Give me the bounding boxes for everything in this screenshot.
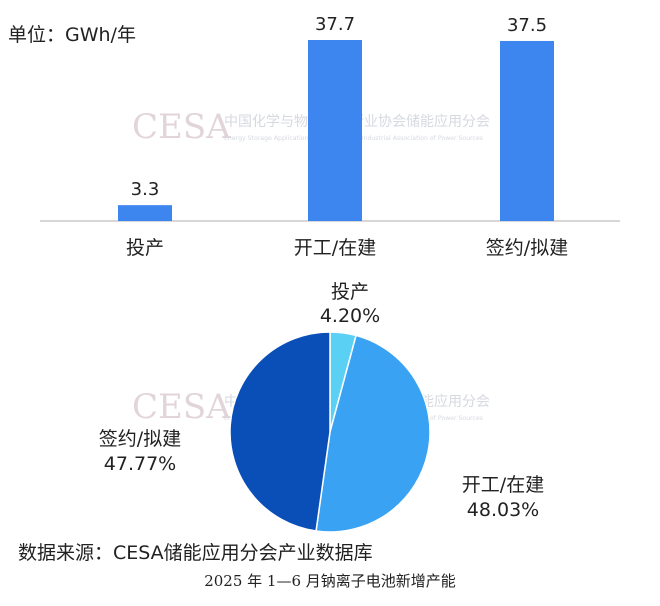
bar-1 [118, 205, 172, 221]
bar-value-label-1: 3.3 [131, 179, 160, 200]
bar-2 [308, 40, 362, 221]
caption: 2025 年 1—6 月钠离子电池新增产能 [204, 572, 456, 590]
pie-value-label-3: 47.77% [104, 453, 176, 475]
watermark-logo-1: CESA [132, 107, 231, 147]
unit-label: 单位：GWh/年 [8, 24, 136, 46]
pie-slice-3 [229, 331, 331, 532]
pie-label-1: 投产 [331, 281, 369, 303]
bar-3 [500, 40, 554, 222]
pie-label-3: 签约/拟建 [99, 428, 181, 450]
source-label: 数据来源：CESA储能应用分会产业数据库 [18, 542, 373, 564]
x-tick-label-2: 开工/在建 [294, 237, 376, 259]
bar-value-label-3: 37.5 [507, 15, 547, 36]
bar-value-label-2: 37.7 [315, 14, 355, 35]
pie-value-label-2: 48.03% [467, 499, 539, 521]
watermark-logo-2: CESA [132, 387, 231, 427]
pie-slice-2 [315, 334, 431, 533]
pie-label-2: 开工/在建 [462, 474, 544, 496]
x-tick-label-3: 签约/拟建 [486, 237, 568, 259]
x-tick-label-1: 投产 [126, 237, 164, 259]
pie-value-label-1: 4.20% [320, 305, 380, 327]
